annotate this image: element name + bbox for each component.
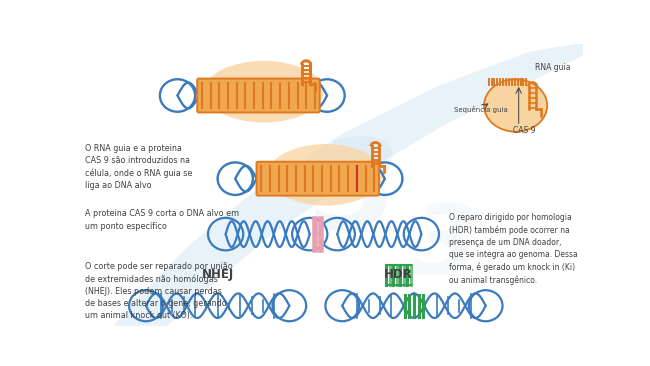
Text: O RNA guia e a proteina
CAS 9 são introduzidos na
célula, onde o RNA guia se
lig: O RNA guia e a proteina CAS 9 são introd… [85, 144, 192, 190]
Ellipse shape [484, 79, 547, 132]
Text: O corte pode ser reparado por união
de extremidades não homólogas
(NHEJ). Eles p: O corte pode ser reparado por união de e… [85, 262, 233, 320]
Text: 3: 3 [411, 201, 478, 295]
FancyBboxPatch shape [257, 162, 379, 195]
Text: NHEJ: NHEJ [202, 268, 234, 281]
Ellipse shape [204, 61, 324, 123]
Ellipse shape [268, 144, 384, 206]
Text: Sequência guia: Sequência guia [454, 106, 508, 113]
Text: CAS 9: CAS 9 [513, 126, 535, 135]
Text: HDR: HDR [384, 268, 413, 281]
Text: O reparo dirigido por homologia
(HDR) também pode ocorrer na
presença de um DNA : O reparo dirigido por homologia (HDR) ta… [448, 213, 577, 285]
FancyBboxPatch shape [197, 79, 320, 112]
Text: A proteina CAS 9 corta o DNA alvo em
um ponto específico: A proteina CAS 9 corta o DNA alvo em um … [85, 209, 239, 231]
Polygon shape [114, 44, 584, 326]
Text: RNA guia: RNA guia [535, 63, 570, 71]
Text: 3: 3 [313, 134, 400, 255]
